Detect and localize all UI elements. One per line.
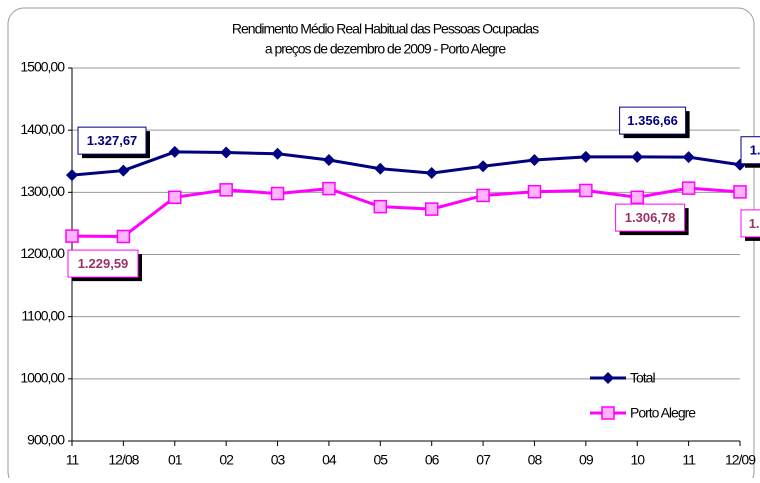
data-label-box [615, 203, 686, 232]
y-tick-label: 1100,00 [21, 307, 65, 323]
data-point [374, 162, 387, 175]
data-point [219, 183, 233, 197]
data-point [116, 229, 131, 244]
chart-title: Rendimento Médio Real Habitual das Pesso… [232, 21, 539, 37]
x-tick-label: 04 [322, 452, 337, 468]
data-point [220, 146, 233, 159]
data-point [425, 167, 438, 180]
data-point [579, 183, 593, 198]
y-tick-label: 1200,00 [20, 245, 65, 261]
x-tick-label: 01 [168, 452, 183, 468]
data-label-box [77, 126, 147, 155]
legend-label: Total [630, 370, 655, 386]
y-tick-label: 900,00 [27, 432, 65, 448]
x-tick-label: 05 [374, 452, 389, 468]
chart-subtitle: a preços de dezembro de 2009 - Porto Ale… [265, 41, 507, 57]
y-tick-label: 1300,00 [20, 183, 65, 199]
y-tick-label: 1400,00 [20, 121, 65, 137]
x-tick-label: 12/08 [108, 452, 139, 468]
x-tick-label: 06 [425, 452, 440, 468]
x-tick-label: 09 [579, 452, 594, 468]
data-point [168, 190, 182, 205]
x-tick-label: 11 [682, 452, 696, 468]
data-point [681, 181, 696, 195]
data-label-box [740, 136, 760, 165]
data-point [682, 151, 695, 164]
legend-marker [601, 406, 615, 420]
data-point [733, 185, 747, 199]
data-label: 1.327,67 [87, 133, 138, 148]
data-label: 1.229,59 [78, 256, 129, 271]
data-point [527, 184, 542, 199]
data-point [373, 199, 388, 214]
data-point [270, 186, 285, 201]
data-label-box [619, 106, 687, 135]
data-point [477, 160, 490, 173]
data-point [630, 190, 644, 205]
x-tick-label: 11 [66, 452, 80, 468]
series-line [71, 186, 741, 238]
legend-label: Porto Alegre [630, 405, 696, 421]
data-point [117, 164, 130, 177]
data-point [476, 188, 490, 203]
chart-frame [7, 7, 755, 483]
data-label: 1.300,70 [749, 216, 760, 231]
data-point [528, 154, 541, 167]
data-point [271, 147, 284, 160]
data-label: 1.344,40 [750, 143, 760, 158]
x-tick-label: 02 [219, 452, 234, 468]
data-label: 1.356,66 [627, 113, 678, 128]
data-point [66, 169, 78, 182]
data-point [65, 229, 79, 243]
data-point [322, 154, 335, 167]
data-point [322, 181, 336, 196]
data-point [631, 150, 644, 163]
x-tick-label: 12/09 [725, 452, 756, 468]
data-label-box [67, 249, 139, 278]
data-point [579, 150, 592, 163]
x-tick-label: 08 [528, 452, 543, 468]
x-tick-label: 10 [630, 452, 645, 468]
y-tick-label: 1500,00 [20, 59, 65, 75]
legend-marker [602, 372, 614, 384]
data-point [424, 202, 439, 216]
y-tick-label: 1000,00 [20, 370, 65, 386]
x-tick-label: 07 [476, 452, 491, 468]
data-label: 1.306,78 [625, 210, 676, 225]
x-tick-label: 03 [271, 452, 286, 468]
data-point [168, 145, 181, 158]
data-label-box [740, 209, 760, 238]
series-line [71, 150, 741, 177]
